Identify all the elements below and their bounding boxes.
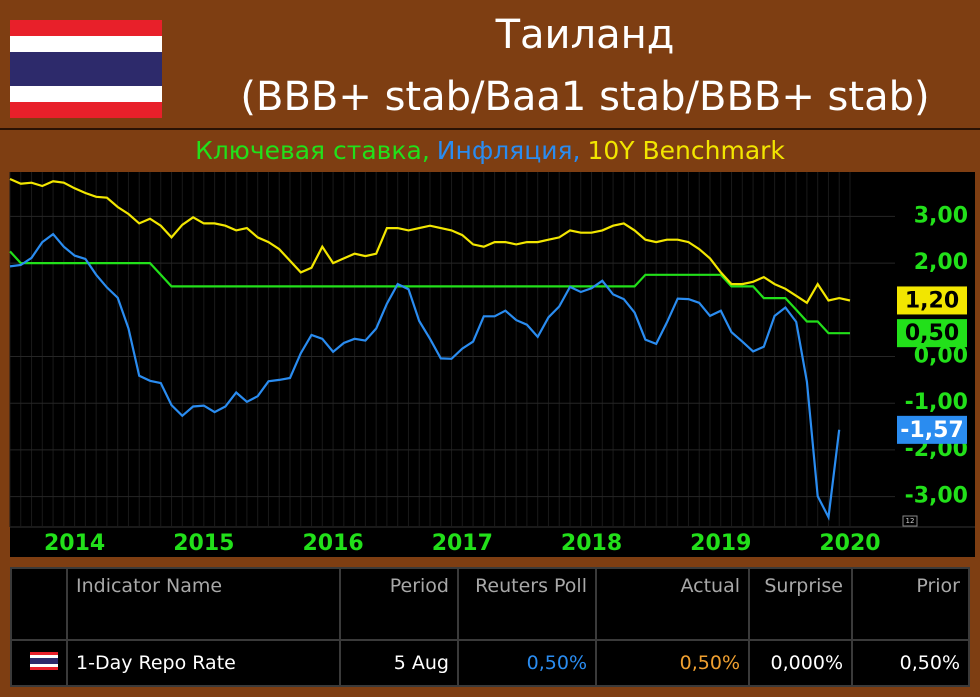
- flag-icon: [30, 651, 58, 670]
- column-header: Indicator Name: [66, 567, 341, 641]
- series-line: [9, 250, 850, 335]
- cell: 1-Day Repo Rate: [66, 639, 341, 687]
- x-tick-label: 2015: [173, 531, 234, 556]
- x-tick-label: 2019: [690, 531, 751, 556]
- column-header: Prior: [851, 567, 970, 641]
- y-tick-label: -3,00: [905, 484, 968, 509]
- title: Таиланд: [495, 12, 675, 58]
- cell: 0,50%: [457, 639, 597, 687]
- subtitle: (BBB+ stab/Baa1 stab/BBB+ stab): [240, 74, 930, 120]
- x-tick-label: 2020: [819, 531, 880, 556]
- y-tick-label: 2,00: [914, 250, 968, 275]
- chart: Ключевая ставка, Инфляция, 10Y Benchmark 3…: [9, 136, 975, 557]
- flag-cell: [10, 567, 68, 641]
- header: Таиланд (BBB+ stab/Baa1 stab/BBB+ stab): [0, 0, 980, 130]
- series-line: [9, 177, 851, 305]
- column-header: Actual: [595, 567, 750, 641]
- x-tick-label: 2016: [302, 531, 363, 556]
- legend-entry: Ключевая ставка,: [195, 136, 430, 165]
- y-tick-label: 3,00: [914, 203, 968, 228]
- flag-cell: [10, 639, 68, 687]
- value-label: -1,57: [900, 418, 963, 443]
- series-line: [9, 232, 841, 521]
- x-tick-label: 2017: [432, 531, 493, 556]
- cell: 0,000%: [748, 639, 853, 687]
- legend-entry: Инфляция,: [437, 136, 581, 165]
- flag: [10, 20, 162, 118]
- value-label-box: [897, 415, 967, 444]
- column-header: Surprise: [748, 567, 853, 641]
- column-header: Reuters Poll: [457, 567, 597, 641]
- x-tick-label: 2018: [561, 531, 622, 556]
- corner-label: 12: [906, 517, 915, 525]
- cell: 5 Aug: [339, 639, 459, 687]
- value-label: 1,20: [905, 288, 959, 313]
- column-header: Period: [339, 567, 459, 641]
- y-tick-label: -1,00: [905, 390, 968, 415]
- y-tick-label: 0,00: [914, 344, 968, 369]
- value-label-box: [897, 319, 967, 348]
- cell: 0,50%: [595, 639, 750, 687]
- value-label: 0,50: [905, 321, 959, 346]
- value-label-box: [897, 286, 967, 315]
- x-tick-label: 2014: [44, 531, 105, 556]
- legend-entry: 10Y Benchmark: [587, 136, 785, 165]
- corner-box: [902, 515, 918, 527]
- cell: 0,50%: [851, 639, 970, 687]
- table: Indicator Name Period Reuters Poll Actua…: [10, 567, 970, 687]
- legend: Ключевая ставка, Инфляция, 10Y Benchmark: [195, 136, 785, 165]
